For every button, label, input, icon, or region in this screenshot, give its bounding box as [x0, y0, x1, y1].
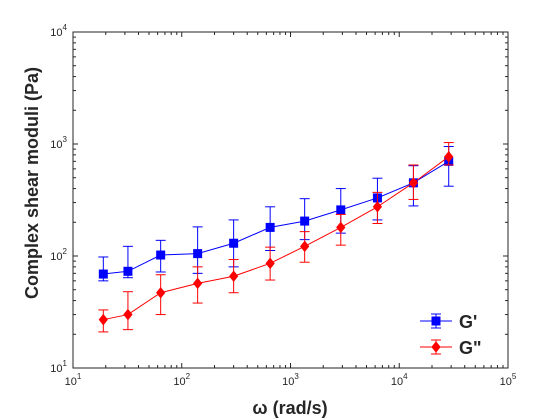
x-tick-label: 105	[500, 372, 517, 388]
y-axis-title: Complex shear moduli (Pa)	[22, 67, 42, 299]
ticks-layer: 101 102 103 104 105 101 102 103 104	[50, 23, 517, 388]
data-point	[229, 238, 239, 248]
data-point	[408, 177, 419, 189]
data-point	[98, 269, 108, 279]
x-tick-label: 103	[282, 372, 299, 388]
legend-box	[416, 306, 502, 358]
legend: G' G"	[416, 306, 502, 358]
data-point	[98, 313, 108, 326]
x-tick-label: 102	[173, 372, 190, 388]
data-point	[265, 257, 275, 270]
data-point	[156, 286, 166, 299]
data-point	[265, 222, 275, 232]
y-tick-label: 104	[50, 23, 67, 39]
series-1	[98, 142, 454, 333]
y-tick-label: 102	[50, 247, 67, 263]
legend-label: G'	[459, 312, 477, 332]
y-tick-label: 101	[50, 359, 67, 375]
data-point	[192, 277, 203, 290]
data-point	[228, 270, 239, 282]
data-point	[336, 221, 346, 234]
data-point	[123, 266, 133, 276]
data-point	[300, 216, 310, 226]
x-axis-title: ω (rad/s)	[252, 398, 327, 418]
data-point	[123, 308, 133, 321]
data-point	[444, 150, 454, 163]
x-tick-label: 101	[65, 372, 82, 388]
data-point	[336, 205, 346, 215]
x-tick-label: 104	[391, 372, 408, 388]
data-point	[300, 240, 310, 253]
data-point	[372, 201, 383, 213]
data-point	[193, 249, 203, 259]
legend-marker	[431, 341, 441, 353]
data-point	[156, 250, 166, 260]
y-tick-label: 103	[50, 135, 67, 151]
legend-marker	[431, 316, 441, 326]
series-layer	[98, 142, 454, 333]
legend-label: G"	[459, 338, 482, 358]
